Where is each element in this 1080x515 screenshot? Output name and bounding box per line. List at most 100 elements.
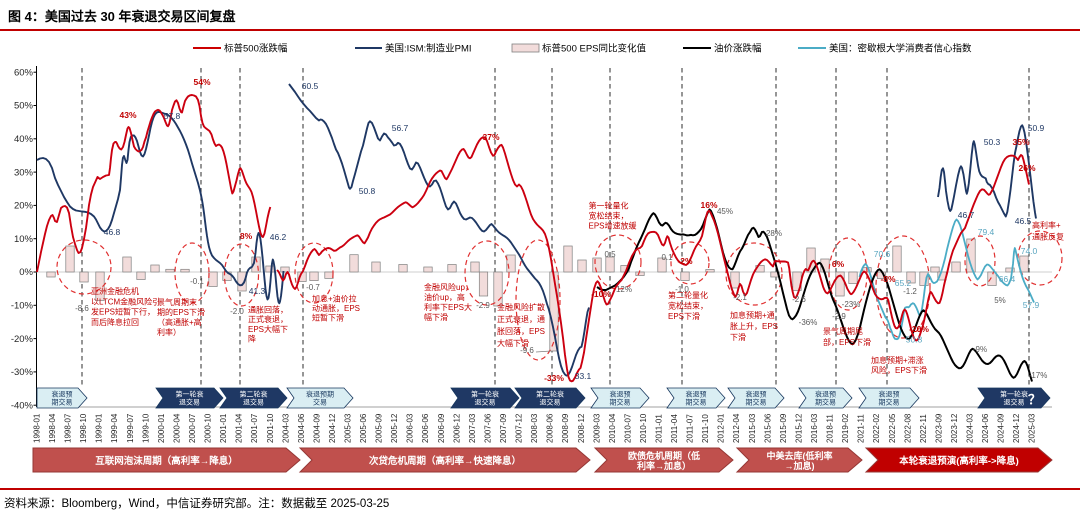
svg-text:期交易: 期交易	[879, 398, 900, 407]
svg-text:大幅下滑: 大幅下滑	[497, 338, 529, 348]
svg-text:2007-12: 2007-12	[515, 413, 524, 443]
svg-text:期交易: 期交易	[52, 398, 73, 407]
svg-text:期的EPS下滑: 期的EPS下滑	[157, 307, 205, 317]
svg-text:2021-11: 2021-11	[857, 414, 866, 443]
svg-text:2010-07: 2010-07	[623, 413, 632, 443]
svg-text:2005-09: 2005-09	[375, 413, 384, 443]
svg-text:2008-06: 2008-06	[546, 413, 555, 443]
svg-text:2001-01: 2001-01	[219, 413, 228, 443]
svg-text:57.8: 57.8	[164, 111, 181, 121]
svg-text:57.9: 57.9	[1023, 300, 1040, 310]
svg-text:2001-04: 2001-04	[235, 413, 244, 443]
svg-text:5%: 5%	[994, 296, 1006, 305]
svg-text:60%: 60%	[14, 67, 34, 78]
svg-text:第一轮衰: 第一轮衰	[176, 390, 204, 399]
svg-text:退交易: 退交易	[540, 398, 561, 407]
svg-text:2022-02: 2022-02	[872, 413, 881, 443]
svg-text:？: ？	[1028, 392, 1041, 407]
svg-text:-9%: -9%	[973, 345, 987, 354]
svg-text:65.2: 65.2	[895, 278, 912, 288]
svg-text:2006-03: 2006-03	[406, 413, 415, 443]
svg-text:衰退预: 衰退预	[815, 390, 836, 399]
svg-text:2015-06: 2015-06	[763, 413, 772, 443]
svg-text:43%: 43%	[119, 110, 136, 120]
svg-text:46.2: 46.2	[270, 232, 287, 242]
svg-text:胀回落，EPS: 胀回落，EPS	[497, 326, 545, 336]
svg-text:（高通胀+高: （高通胀+高	[157, 317, 202, 327]
svg-text:2000-01: 2000-01	[157, 413, 166, 443]
svg-text:欧债危机周期（低: 欧债危机周期（低	[628, 450, 700, 461]
svg-text:2023-12: 2023-12	[950, 413, 959, 443]
svg-text:利率下EPS大: 利率下EPS大	[424, 302, 472, 312]
svg-text:-40%: -40%	[11, 400, 34, 411]
svg-text:景气周期尾: 景气周期尾	[823, 326, 863, 336]
svg-text:衰退预期: 衰退预期	[306, 390, 334, 399]
svg-text:10%: 10%	[14, 234, 34, 245]
svg-text:2001-07: 2001-07	[250, 413, 259, 443]
svg-text:加息预期+滞涨: 加息预期+滞涨	[871, 355, 924, 365]
svg-text:标普500 EPS同比变化值: 标普500 EPS同比变化值	[542, 43, 646, 55]
svg-text:加息+油价拉: 加息+油价拉	[312, 294, 357, 304]
svg-text:衰退预: 衰退预	[610, 390, 631, 399]
svg-text:-10%: -10%	[591, 289, 611, 299]
svg-text:12%: 12%	[616, 285, 632, 294]
svg-text:宽松结束，: 宽松结束，	[589, 211, 629, 221]
svg-text:第一轮衰: 第一轮衰	[471, 390, 499, 399]
svg-text:-2.9: -2.9	[832, 312, 846, 321]
svg-text:2008-03: 2008-03	[530, 413, 539, 443]
svg-text:而后降息拉回: 而后降息拉回	[91, 317, 139, 327]
svg-text:风险，EPS下滑: 风险，EPS下滑	[871, 365, 927, 375]
svg-text:-2.9: -2.9	[476, 301, 490, 310]
svg-text:EPS下滑: EPS下滑	[668, 311, 700, 321]
svg-text:26%: 26%	[1018, 163, 1035, 173]
svg-text:交易: 交易	[313, 398, 327, 407]
svg-text:第二轮量化: 第二轮量化	[668, 290, 708, 300]
svg-text:-0.7: -0.7	[306, 283, 320, 292]
svg-text:70.6: 70.6	[874, 249, 891, 259]
svg-text:-2.1: -2.1	[733, 293, 747, 302]
svg-text:期交易: 期交易	[746, 398, 767, 407]
svg-text:油价up，高: 油价up，高	[424, 292, 465, 302]
svg-text:胀上升，EPS: 胀上升，EPS	[730, 321, 778, 331]
svg-text:50.8: 50.8	[359, 186, 376, 196]
svg-text:EPS大幅下: EPS大幅下	[248, 324, 288, 334]
svg-text:2025-03: 2025-03	[1028, 413, 1037, 443]
svg-text:2006-12: 2006-12	[452, 413, 461, 443]
svg-text:1999-04: 1999-04	[110, 413, 119, 443]
svg-text:衰退预: 衰退预	[52, 390, 73, 399]
svg-text:2000-10: 2000-10	[204, 413, 213, 443]
svg-text:利率）: 利率）	[157, 327, 181, 337]
svg-text:正式衰退，通: 正式衰退，通	[497, 314, 545, 324]
svg-text:期交易: 期交易	[815, 398, 836, 407]
svg-text:加息预期+通: 加息预期+通	[730, 310, 775, 320]
svg-text:2004-09: 2004-09	[312, 413, 321, 443]
svg-text:0.5: 0.5	[604, 250, 616, 259]
svg-text:-20%: -20%	[11, 334, 34, 345]
svg-text:金融风险up，: 金融风险up，	[424, 282, 473, 292]
svg-text:2024-12: 2024-12	[1012, 413, 1021, 443]
svg-text:-8%: -8%	[880, 274, 896, 284]
svg-text:79.4: 79.4	[978, 227, 995, 237]
svg-text:发EPS短暂下行，: 发EPS短暂下行，	[91, 307, 155, 317]
svg-text:2000-07: 2000-07	[188, 413, 197, 443]
svg-text:28%: 28%	[766, 229, 782, 238]
svg-text:2016-03: 2016-03	[810, 413, 819, 443]
svg-text:2005-12: 2005-12	[390, 413, 399, 443]
svg-text:第二轮衰: 第二轮衰	[240, 390, 268, 399]
svg-text:利率→加息）: 利率→加息）	[636, 460, 691, 471]
svg-text:2007-06: 2007-06	[484, 413, 493, 443]
svg-text:期交易: 期交易	[686, 398, 707, 407]
svg-text:衰退预: 衰退预	[879, 390, 900, 399]
svg-text:-30%: -30%	[11, 367, 34, 378]
svg-text:2007-09: 2007-09	[499, 413, 508, 443]
svg-text:2015-09: 2015-09	[779, 413, 788, 443]
svg-text:2006-06: 2006-06	[421, 413, 430, 443]
svg-text:1998-07: 1998-07	[64, 413, 73, 443]
svg-text:0.1: 0.1	[661, 253, 673, 262]
svg-text:2024-03: 2024-03	[966, 413, 975, 443]
svg-text:-23%: -23%	[842, 300, 861, 309]
svg-text:第二轮衰: 第二轮衰	[536, 390, 564, 399]
svg-text:-10%: -10%	[11, 301, 34, 312]
svg-text:退交易: 退交易	[475, 398, 496, 407]
svg-text:2011-01: 2011-01	[655, 414, 664, 443]
